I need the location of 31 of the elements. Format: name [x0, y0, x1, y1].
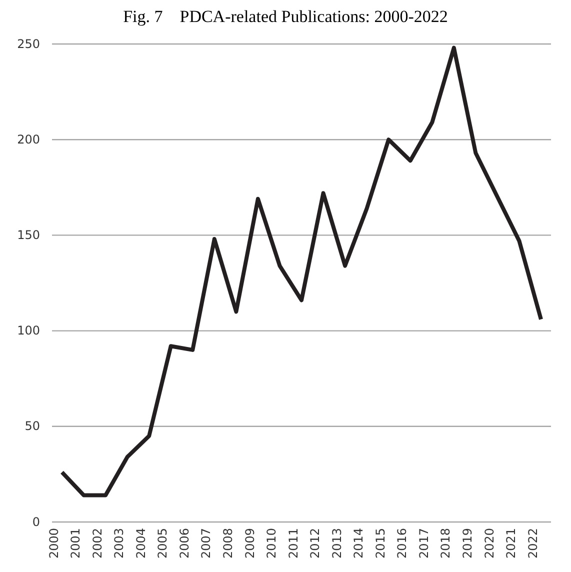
x-tick-label: 2001	[68, 528, 83, 559]
x-tick-label: 2012	[308, 528, 322, 559]
x-tick-label: 2013	[330, 528, 344, 559]
y-tick-label: 200	[17, 132, 40, 146]
x-tick-label: 2007	[199, 528, 214, 559]
x-tick-label: 2016	[395, 528, 410, 559]
x-tick-label: 2020	[482, 528, 496, 559]
x-tick-label: 2000	[46, 528, 61, 559]
x-tick-label: 2017	[416, 528, 431, 559]
x-tick-label: 2022	[526, 528, 540, 559]
x-tick-label: 2021	[504, 528, 518, 559]
x-tick-label: 2014	[352, 528, 366, 559]
y-tick-label: 250	[17, 36, 40, 51]
y-tick-label: 100	[17, 324, 40, 338]
x-tick-label: 2019	[460, 528, 474, 559]
chart-title: Fig. 7 PDCA-related Publications: 2000-2022	[123, 7, 448, 26]
x-tick-label: 2010	[264, 528, 279, 559]
x-tick-label: 2004	[134, 528, 148, 559]
line-series	[60, 46, 543, 498]
y-tick-label: 150	[17, 228, 40, 242]
x-tick-label: 2011	[286, 528, 300, 559]
x-tick-label: 2018	[438, 528, 453, 559]
x-tick-label: 2003	[112, 528, 126, 559]
x-tick-label: 2005	[156, 528, 170, 559]
y-tick-label: 0	[32, 514, 40, 529]
y-tick-label: 50	[24, 419, 40, 434]
x-tick-label: 2015	[373, 528, 388, 559]
x-tick-label: 2008	[220, 528, 235, 559]
x-tick-label: 2002	[90, 528, 104, 559]
x-tick-label: 2009	[242, 528, 257, 559]
x-tick-label: 2006	[177, 528, 192, 559]
